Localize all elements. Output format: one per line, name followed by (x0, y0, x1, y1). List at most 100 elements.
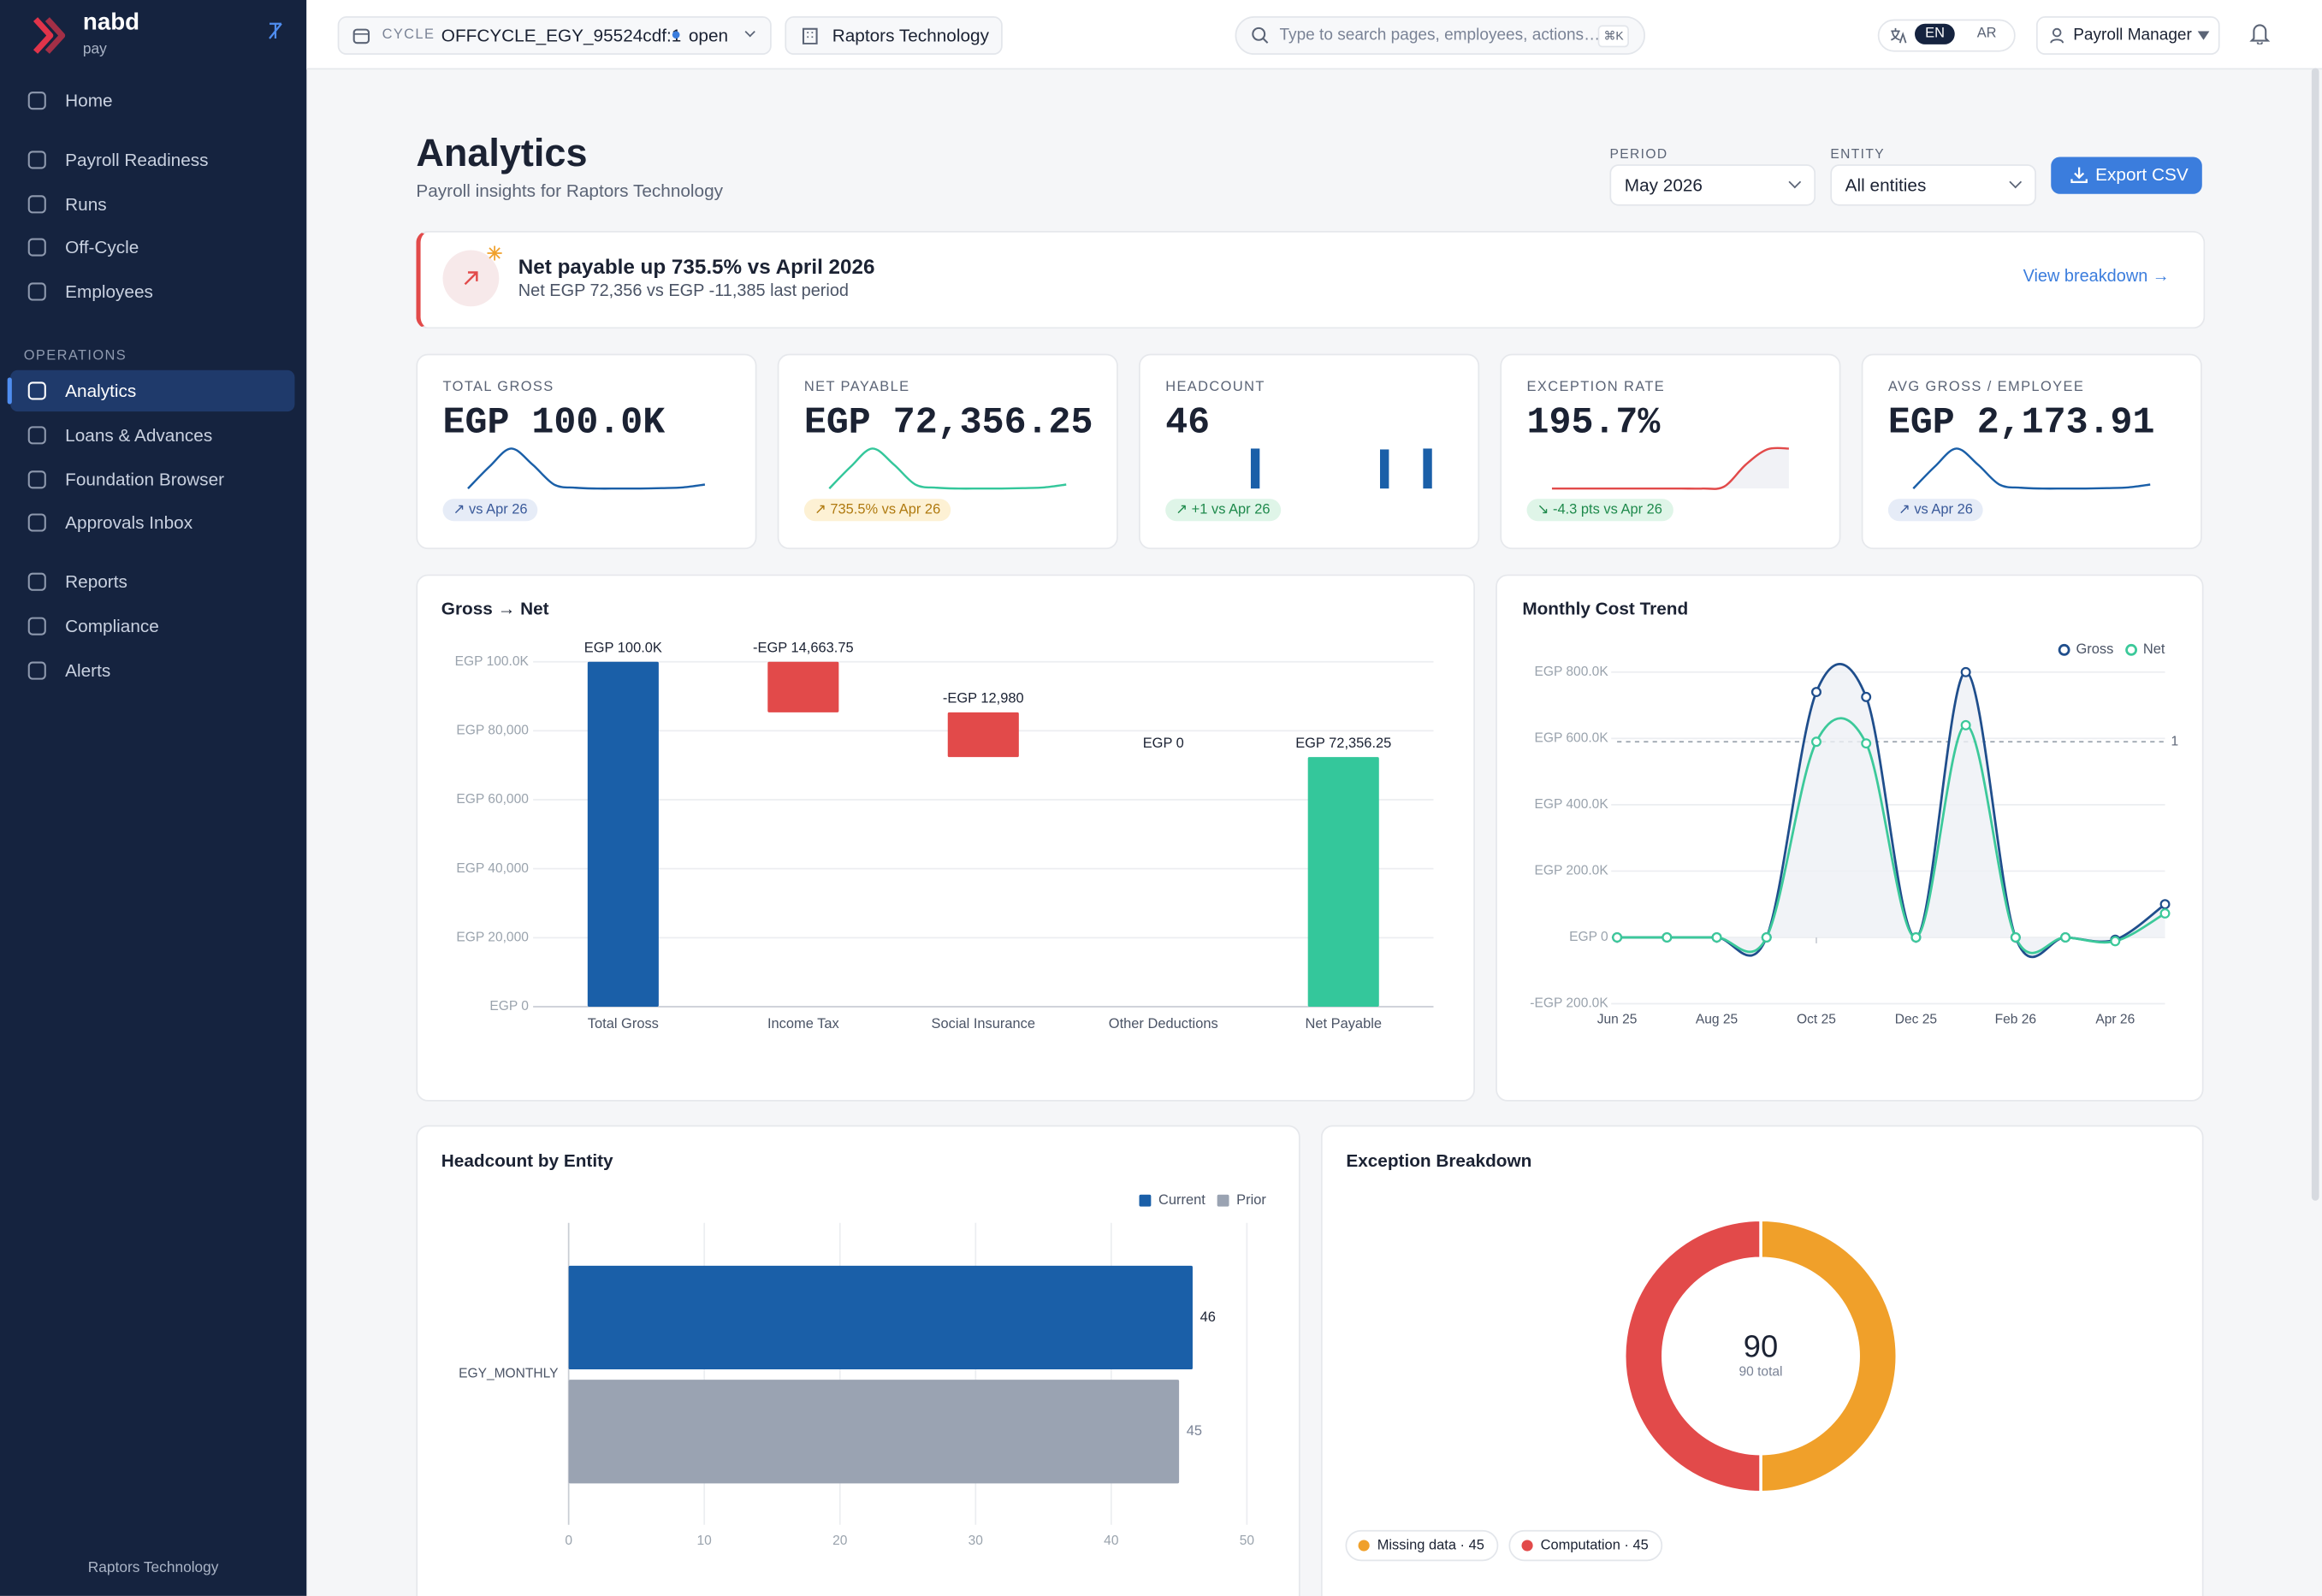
calendar-icon (352, 28, 370, 44)
nav-icon (27, 282, 46, 301)
nav-label: Reports (65, 571, 127, 593)
headcount-card (416, 1125, 1300, 1596)
cycle-selector[interactable]: CYCLE OFFCYCLE_EGY_95524cdf:1 open (337, 16, 772, 56)
search-icon (1252, 27, 1269, 44)
kpi-label: EXCEPTION RATE (1526, 379, 1666, 396)
nav-icon (27, 92, 46, 110)
kpi-delta: ↗ +1 vs Apr 26 (1165, 499, 1281, 522)
search[interactable]: Type to search pages, employees, actions… (1235, 16, 1645, 56)
nav-icon (27, 572, 46, 591)
chevron (1788, 175, 1802, 189)
nav-label: Off-Cycle (65, 236, 139, 258)
nav-icon (27, 381, 46, 400)
period-select[interactable]: May 2026 (1609, 164, 1816, 206)
kpi-value: EGP 72,356.25 (803, 401, 1093, 445)
company-selector[interactable]: Raptors Technology (785, 16, 1003, 56)
translate-icon (1890, 27, 1907, 44)
role-selector[interactable]: Payroll Manager (2035, 16, 2220, 56)
entity-select[interactable]: All entities (1830, 164, 2036, 206)
shortcut: ⌘K (1597, 25, 1630, 48)
kpi-card: EXCEPTION RATE 195.7% ↘ -4.3 pts vs Apr 26 (1500, 353, 1841, 550)
period-label: PERIOD (1609, 146, 1668, 162)
kpi-value: EGP 100.0K (442, 401, 666, 445)
nav-item[interactable]: Off-Cycle (10, 227, 294, 268)
nav-item[interactable]: Employees (10, 271, 294, 312)
role-name: Payroll Manager (2073, 27, 2192, 44)
nav-item[interactable]: Loans & Advances (10, 415, 294, 456)
nav-label: Loans & Advances (65, 424, 213, 446)
user-icon (2050, 27, 2064, 44)
nav-item[interactable]: Compliance (10, 606, 294, 647)
nav-icon (27, 238, 46, 257)
cycle-label: CYCLE (382, 27, 435, 44)
nav-label: Alerts (65, 659, 111, 682)
exceptions-card (1320, 1125, 2204, 1596)
kpi-card: HEADCOUNT 46 ↗ +1 vs Apr 26 (1139, 353, 1480, 550)
pin-icon[interactable] (267, 21, 285, 41)
cycle-status: open (688, 25, 729, 46)
language-option[interactable]: EN (1915, 23, 1956, 44)
brand: nabd (82, 10, 140, 36)
kpi-delta: ↘ -4.3 pts vs Apr 26 (1526, 499, 1673, 522)
export-label: Export CSV (2095, 164, 2189, 186)
chevron (2009, 175, 2023, 189)
insight-link[interactable]: View breakdown → (2023, 268, 2170, 287)
scrollbar (2311, 68, 2319, 1201)
logo (33, 17, 66, 54)
kpi-value: 46 (1165, 401, 1211, 445)
nav-label: Payroll Readiness (65, 149, 209, 171)
nav-item[interactable]: Payroll Readiness (10, 139, 294, 180)
notifications[interactable] (2249, 22, 2271, 44)
nav-item[interactable]: Foundation Browser (10, 459, 294, 500)
nav-label: Home (65, 90, 113, 111)
kpi-value: 195.7% (1526, 401, 1661, 445)
nav-icon (27, 195, 46, 214)
nav-icon (27, 513, 46, 532)
kpi-card: TOTAL GROSS EGP 100.0K ↗ vs Apr 26 (416, 353, 757, 550)
nav-label: Foundation Browser (65, 469, 225, 490)
nav-icon (27, 426, 46, 445)
nav-item[interactable]: Alerts (10, 650, 294, 691)
insight-detail: Net EGP 72,356 vs EGP -11,385 last perio… (518, 282, 849, 301)
nav-item[interactable]: Runs (10, 184, 294, 225)
nav-label: Runs (65, 193, 107, 215)
nav-label: Compliance (65, 616, 159, 637)
download-icon (2070, 167, 2088, 184)
kpi-label: TOTAL GROSS (442, 379, 554, 396)
kpi-delta: ↗ vs Apr 26 (1887, 499, 1984, 522)
sidebar-footer: Raptors Technology (87, 1560, 219, 1577)
gross-net-card (416, 574, 1475, 1102)
sparkle-icon (487, 245, 502, 261)
export-button[interactable]: Export CSV (2051, 157, 2202, 194)
language-toggle: EN AR (1877, 19, 2016, 52)
kpi-card: NET PAYABLE EGP 72,356.25 ↗ 735.5% vs Apr … (777, 353, 1118, 550)
nav-item[interactable]: Home (10, 80, 294, 121)
kpi-value: EGP 2,173.91 (1887, 401, 2155, 445)
page-subtitle: Payroll insights for Raptors Technology (416, 180, 724, 202)
search-placeholder: Type to search pages, employees, actions… (1279, 27, 1601, 44)
page-title: Analytics (416, 130, 588, 175)
role-caret (2197, 31, 2210, 40)
status-dot (672, 31, 680, 39)
sidebar: nabd pay OPERATIONS Home Payroll Readines… (0, 0, 307, 1596)
cycle-id: OFFCYCLE_EGY_95524cdf:1 (441, 25, 682, 46)
insight-banner: Net payable up 735.5% vs April 2026 Net … (416, 231, 2206, 329)
kpi-delta: ↗ vs Apr 26 (442, 499, 538, 522)
nav-icon (27, 617, 46, 635)
nav-item[interactable]: Approvals Inbox (10, 502, 294, 543)
building-icon (802, 27, 818, 44)
entity-value: All entities (1845, 174, 1927, 196)
nav-icon (27, 661, 46, 680)
nav-item[interactable]: Reports (10, 561, 294, 602)
insight-icon (442, 245, 502, 307)
section-label: OPERATIONS (23, 347, 127, 364)
company-name: Raptors Technology (832, 25, 989, 46)
nav-item[interactable]: Analytics (7, 369, 295, 412)
language-option[interactable]: AR (1976, 25, 1997, 42)
nav-label: Approvals Inbox (65, 511, 193, 534)
period-value: May 2026 (1624, 174, 1703, 196)
entity-label: ENTITY (1830, 146, 1886, 162)
